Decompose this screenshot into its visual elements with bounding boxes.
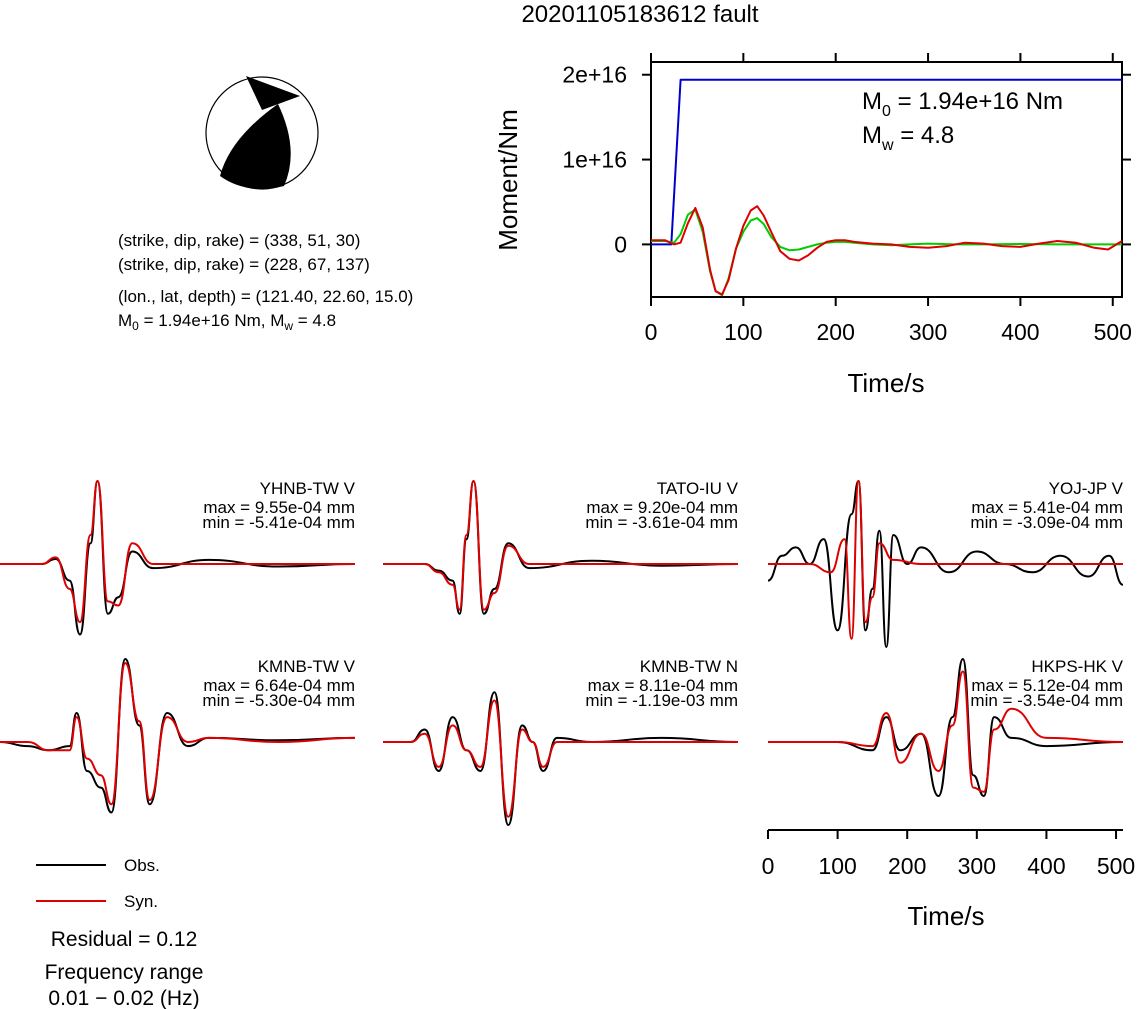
waveform-xtick-label: 400 (1027, 853, 1065, 879)
waveform-xlabel: Time/s (907, 901, 984, 931)
waveform-xtick-label: 200 (888, 853, 926, 879)
station-min: min = -1.19e-03 mm (585, 691, 738, 710)
moment-xtick-label: 200 (817, 319, 855, 345)
frequency-range-label: Frequency range (45, 961, 204, 984)
station-min: min = -5.30e-04 mm (202, 691, 355, 710)
station-max: max = 5.12e-04 mm (971, 676, 1123, 695)
station-max: max = 9.55e-04 mm (203, 498, 355, 517)
synthetic-trace (767, 479, 1123, 640)
station-max: max = 9.20e-04 mm (586, 498, 738, 517)
moment-ytick-label: 0 (614, 231, 627, 257)
legend: Obs. Syn. (36, 856, 160, 911)
beachball-icon (205, 76, 319, 190)
waveform-xtick-label: 100 (818, 853, 856, 879)
moment-plot-frame (650, 61, 1123, 298)
station-name: KMNB-TW N (640, 657, 738, 676)
moment-xtick-label: 100 (724, 319, 762, 345)
moment-ytick-label: 1e+16 (562, 147, 627, 173)
info-strike-dip-rake-2: (strike, dip, rake) = (228, 67, 137) (118, 255, 370, 274)
residual-text: Residual = 0.12 (51, 928, 198, 951)
moment-mw-annotation: Mw = 4.8 (862, 122, 954, 154)
synthetic-trace (382, 699, 738, 818)
moment-xtick-label: 400 (1001, 319, 1039, 345)
station-name: KMNB-TW V (258, 657, 356, 676)
station-min: min = -3.09e-04 mm (970, 513, 1123, 532)
moment-ylabel: Moment/Nm (493, 109, 523, 251)
station-min: min = -3.61e-04 mm (585, 513, 738, 532)
moment-ytick-label: 2e+16 (562, 62, 627, 88)
observed-trace (382, 691, 739, 827)
waveform-xtick-label: 500 (1097, 853, 1135, 879)
station-name: TATO-IU V (657, 479, 739, 498)
station-name: HKPS-HK V (1031, 657, 1123, 676)
station-max: max = 5.41e-04 mm (971, 498, 1123, 517)
waveform-time-axis: 0 100 200 300 400 500 (762, 829, 1135, 879)
synthetic-trace (0, 479, 355, 624)
solution-info: (strike, dip, rake) = (338, 51, 30) (str… (118, 231, 413, 333)
moment-xtick-label: 500 (1094, 319, 1132, 345)
info-strike-dip-rake-1: (strike, dip, rake) = (338, 51, 30) (118, 231, 360, 250)
synthetic-trace (0, 662, 356, 806)
moment-xtick-label: 300 (909, 319, 947, 345)
info-moment: M0 = 1.94e+16 Nm, Mw = 4.8 (118, 311, 336, 333)
moment-xtick-label: 0 (645, 319, 658, 345)
moment-rate-green-line (651, 208, 1122, 297)
station-min: min = -3.54e-04 mm (970, 691, 1123, 710)
moment-rate-chart: 0 100 200 300 400 500 0 1e+16 2e+16 M0 = 1.94e+1… (493, 53, 1132, 398)
legend-syn-label: Syn. (124, 892, 158, 911)
station-max: max = 6.64e-04 mm (203, 676, 355, 695)
legend-obs-label: Obs. (124, 856, 160, 875)
frequency-range-value: 0.01 − 0.02 (Hz) (48, 987, 199, 1009)
info-location: (lon., lat, depth) = (121.40, 22.60, 15.… (118, 287, 413, 306)
moment-cumulative-line (651, 78, 1122, 246)
waveform-xtick-label: 300 (958, 853, 996, 879)
moment-rate-red-line (651, 205, 1123, 296)
station-min: min = -5.41e-04 mm (202, 513, 355, 532)
synthetic-trace (767, 670, 1124, 793)
synthetic-trace (382, 479, 738, 611)
observed-trace (767, 479, 1124, 649)
station-name: YHNB-TW V (260, 479, 356, 498)
moment-xlabel: Time/s (847, 368, 924, 398)
figure-title: 20201105183612 fault (521, 1, 758, 28)
moment-m0-annotation: M0 = 1.94e+16 Nm (862, 88, 1063, 120)
station-max: max = 8.11e-04 mm (588, 676, 738, 695)
station-name: YOJ-JP V (1049, 479, 1124, 498)
waveform-xtick-label: 0 (762, 853, 775, 879)
